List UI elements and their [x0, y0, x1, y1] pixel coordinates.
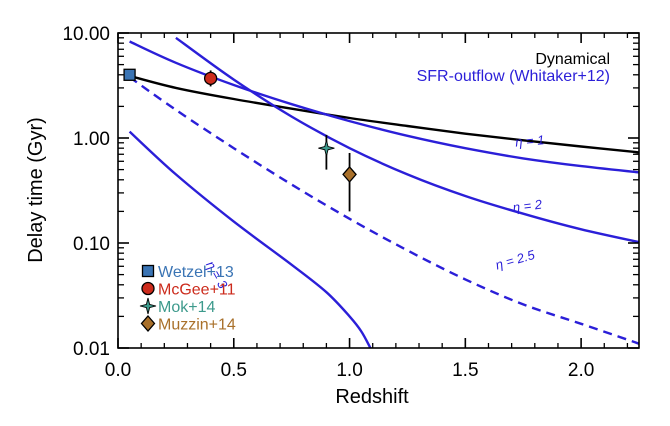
- plot-frame: [117, 32, 640, 349]
- curves-layer: [128, 36, 639, 348]
- data-point: [318, 140, 335, 157]
- x-tick-label: 0.5: [221, 360, 247, 381]
- curve-label: η = 2: [512, 196, 544, 215]
- legend-marker: [140, 315, 156, 332]
- y-tick-label: 10.00: [62, 24, 110, 45]
- legend-label: Wetzel+13: [158, 264, 234, 281]
- series-line-0: [129, 74, 639, 154]
- legend-label: Muzzin+14: [158, 317, 236, 334]
- legend-marker: [141, 281, 155, 296]
- observations-layer: [123, 68, 357, 332]
- axis-ticks: 0.0 0.5 1.0 1.5 2.0 0.01 0.10 1.00 10.00: [62, 24, 639, 381]
- legend-dynamical: Dynamical: [535, 51, 610, 68]
- text-layer: Redshift Delay time (Gyr) Dynamical SFR-…: [25, 51, 610, 408]
- data-point: [342, 165, 357, 183]
- y-tick-label: 1.00: [73, 129, 110, 150]
- x-tick-label: 0.0: [105, 360, 131, 381]
- legend-marker: [141, 264, 155, 278]
- legend-marker: [139, 297, 157, 315]
- series-line-3: [128, 76, 639, 345]
- curve-label: η = 1: [515, 132, 545, 149]
- y-tick-label: 0.10: [73, 234, 110, 255]
- series-line-4: [128, 130, 372, 348]
- y-tick-label: 0.01: [73, 339, 110, 360]
- data-point: [123, 68, 136, 81]
- x-axis-title: Redshift: [335, 386, 409, 408]
- x-tick-label: 1.0: [336, 360, 362, 381]
- legend-label: McGee+11: [158, 282, 236, 299]
- series-line-2: [175, 36, 639, 244]
- series-line-1: [129, 40, 639, 174]
- legend-sfr-outflow: SFR-outflow (Whitaker+12): [417, 68, 610, 85]
- y-axis-title: Delay time (Gyr): [25, 117, 47, 263]
- data-point: [203, 71, 218, 85]
- x-tick-label: 2.0: [568, 360, 594, 381]
- x-tick-label: 1.5: [452, 360, 478, 381]
- legend-label: Mok+14: [158, 299, 215, 316]
